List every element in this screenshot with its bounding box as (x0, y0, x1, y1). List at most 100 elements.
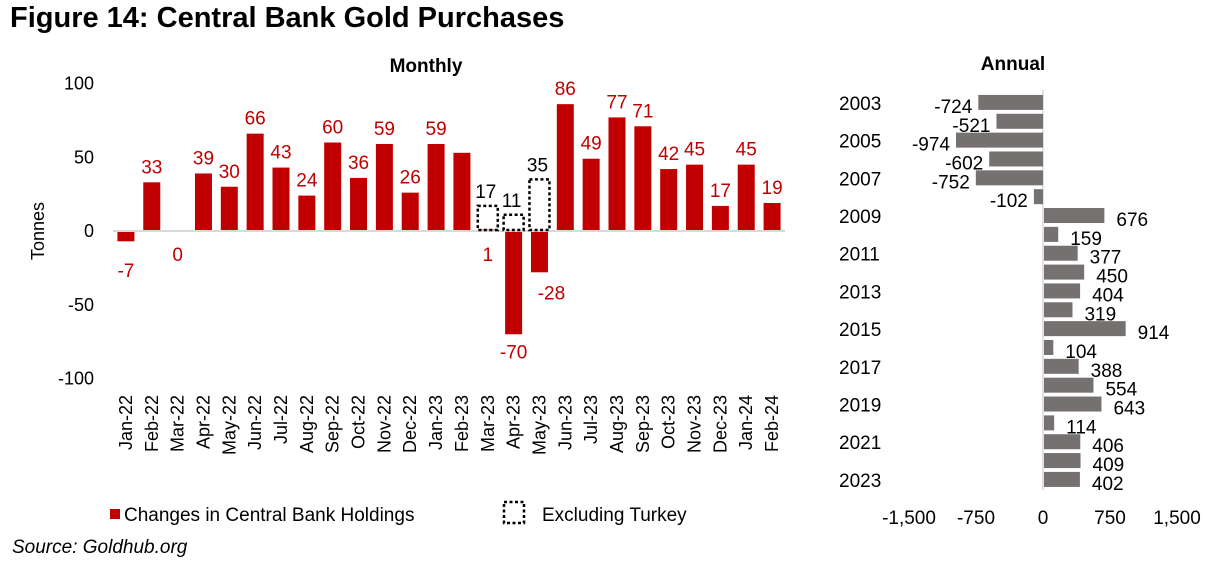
monthly-data-label: 30 (219, 162, 240, 183)
monthly-x-tick-label: Apr-22 (193, 395, 213, 449)
monthly-data-label: 19 (762, 178, 783, 199)
annual-data-label: 377 (1090, 248, 1122, 269)
monthly-x-tick-label: Jan-22 (116, 395, 136, 450)
annual-x-tick-label: 750 (1094, 508, 1126, 529)
annual-data-label: -602 (945, 153, 983, 174)
annual-x-tick-label: 1,500 (1153, 508, 1201, 529)
monthly-data-label: 0 (172, 245, 183, 266)
annual-bar (1044, 434, 1081, 450)
monthly-x-tick-label: Dec-23 (710, 395, 730, 453)
annual-bar (955, 132, 1043, 148)
monthly-data-label: 33 (141, 157, 162, 178)
monthly-x-tick-label: Dec-22 (400, 395, 420, 453)
figure-title: Figure 14: Central Bank Gold Purchases (10, 2, 565, 34)
monthly-bar (375, 143, 393, 231)
monthly-data-label: 71 (632, 101, 653, 122)
annual-chart-title: Annual (981, 54, 1045, 75)
monthly-excl-turkey-bars (476, 178, 551, 232)
annual-bar (1044, 396, 1102, 412)
annual-data-label: -752 (932, 172, 970, 193)
monthly-bar (272, 167, 290, 231)
monthly-x-tick-label: Feb-24 (762, 395, 782, 452)
annual-year-label: 2019 (839, 396, 881, 417)
monthly-excl-turkey-label: 35 (527, 155, 548, 176)
legend-swatch-holdings (110, 509, 120, 519)
monthly-data-label: 17 (710, 181, 731, 202)
annual-bar (1044, 339, 1054, 355)
monthly-data-label: -70 (500, 342, 527, 363)
annual-data-label: 450 (1096, 267, 1128, 288)
annual-data-label: 409 (1093, 455, 1125, 476)
monthly-data-label: 26 (400, 168, 421, 189)
legend-label-holdings: Changes in Central Bank Holdings (124, 505, 414, 526)
annual-bar (1044, 226, 1059, 242)
monthly-x-tick-label: Jul-23 (581, 395, 601, 444)
annual-year-label: 2023 (839, 471, 881, 492)
monthly-x-tick-label: Mar-22 (168, 395, 188, 452)
monthly-bar (505, 231, 523, 335)
annual-x-ticks: -1,500 -750 0 750 1,500 (882, 508, 1201, 529)
monthly-excl-turkey-label: 11 (502, 191, 522, 212)
monthly-y-axis-label: Tonnes (28, 202, 48, 260)
annual-data-label: 643 (1113, 399, 1145, 420)
monthly-bar (608, 117, 626, 231)
monthly-data-label: 60 (322, 118, 343, 139)
monthly-x-tick-label: Jun-23 (555, 395, 575, 450)
monthly-x-tick-label: May-23 (529, 395, 549, 455)
monthly-x-tick-label: Jan-24 (736, 395, 756, 450)
monthly-x-tick-label: Feb-22 (142, 395, 162, 452)
annual-chart: Annual -724-521-974-602-752 -102 676 159377… (839, 54, 1201, 529)
monthly-bar (220, 186, 238, 231)
annual-data-label: -974 (912, 135, 950, 156)
monthly-x-tick-label: Jul-22 (271, 395, 291, 444)
monthly-x-tick-label: Apr-23 (504, 395, 524, 449)
annual-bar (1044, 208, 1105, 224)
monthly-y-tick-label: 50 (74, 147, 94, 167)
annual-year-label: 2017 (839, 358, 881, 379)
monthly-bar (117, 231, 135, 242)
monthly-legend: Changes in Central Bank Holdings Excludi… (110, 500, 687, 526)
annual-data-label: 114 (1066, 417, 1097, 438)
annual-bar (989, 151, 1043, 167)
monthly-x-tick-label: Nov-22 (374, 395, 394, 453)
monthly-x-tick-label: Aug-22 (297, 395, 317, 453)
annual-bar (1044, 377, 1094, 393)
legend-label-excl-turkey: Excluding Turkey (542, 505, 687, 526)
monthly-data-label: 1 (482, 245, 493, 266)
monthly-y-ticks: 100 50 0 -50 -100 (58, 74, 94, 389)
annual-year-labels: 2003 2005 2007 2009 2011 2013 2015 2017 2019 2021… (839, 94, 881, 492)
annual-bar (1033, 189, 1043, 205)
annual-data-label: 319 (1084, 304, 1116, 325)
monthly-excl-turkey-bar (476, 204, 500, 232)
annual-bar (1044, 415, 1055, 431)
annual-bar (1044, 245, 1078, 261)
annual-data-label: 104 (1065, 342, 1097, 363)
annual-data-label: 402 (1092, 474, 1124, 495)
annual-year-label: 2003 (839, 94, 881, 115)
annual-year-label: 2015 (839, 320, 881, 341)
monthly-excl-turkey-label: 17 (475, 182, 496, 203)
annual-data-label: 554 (1105, 380, 1137, 401)
annual-data-label: 914 (1138, 323, 1170, 344)
monthly-x-ticks: Jan-22 Feb-22 Mar-22 Apr-22 May-22 Jun-22 Jul-… (116, 395, 782, 455)
monthly-bar (530, 231, 548, 273)
annual-year-label: 2007 (839, 169, 881, 190)
monthly-x-tick-label: May-22 (219, 395, 239, 455)
monthly-data-label: 43 (270, 143, 291, 164)
monthly-excl-turkey-bar (502, 213, 525, 232)
annual-year-label: 2011 (839, 245, 880, 266)
monthly-x-tick-label: Sep-23 (633, 395, 653, 453)
annual-data-labels: -724-521-974-602-752-1026761593774504043… (912, 97, 1170, 495)
monthly-bar (324, 142, 342, 231)
annual-bar (975, 170, 1043, 186)
annual-bar (978, 94, 1043, 110)
annual-year-label: 2009 (839, 207, 881, 228)
monthly-bar (246, 133, 264, 231)
monthly-x-tick-label: Mar-23 (478, 395, 498, 452)
annual-bar (1044, 321, 1126, 337)
annual-year-label: 2005 (839, 132, 881, 153)
monthly-data-label: 86 (555, 79, 576, 100)
monthly-x-tick-label: Jan-23 (426, 395, 446, 450)
